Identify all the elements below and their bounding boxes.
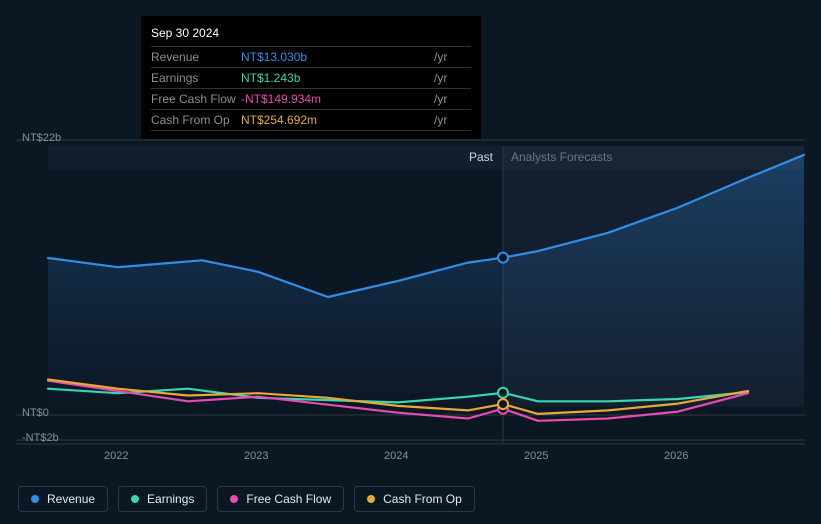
section-label-past: Past <box>469 150 493 164</box>
tooltip-row: EarningsNT$1.243b/yr <box>151 68 471 89</box>
x-axis-label: 2023 <box>244 450 268 462</box>
legend-item-revenue[interactable]: Revenue <box>18 486 108 512</box>
tooltip-row-label: Free Cash Flow <box>151 89 241 110</box>
tooltip-row-value: NT$1.243b <box>241 68 430 89</box>
tooltip-row-per: /yr <box>430 47 471 68</box>
legend-label: Free Cash Flow <box>246 492 331 506</box>
legend-label: Earnings <box>147 492 194 506</box>
y-axis-label: NT$0 <box>22 407 49 419</box>
tooltip-table: RevenueNT$13.030b/yrEarningsNT$1.243b/yr… <box>151 47 471 131</box>
x-axis-label: 2025 <box>524 450 548 462</box>
tooltip-row-value: NT$254.692m <box>241 110 430 131</box>
legend-item-cfo[interactable]: Cash From Op <box>354 486 475 512</box>
legend-dot-icon <box>31 495 39 503</box>
tooltip-row-label: Earnings <box>151 68 241 89</box>
y-axis-label: -NT$2b <box>22 432 59 444</box>
legend-dot-icon <box>367 495 375 503</box>
tooltip-row-label: Revenue <box>151 47 241 68</box>
legend-label: Cash From Op <box>383 492 462 506</box>
x-axis-label: 2022 <box>104 450 128 462</box>
x-axis-label: 2024 <box>384 450 408 462</box>
tooltip-row-value: NT$13.030b <box>241 47 430 68</box>
chart-tooltip: Sep 30 2024 RevenueNT$13.030b/yrEarnings… <box>141 16 481 139</box>
legend-label: Revenue <box>47 492 95 506</box>
chart-legend: Revenue Earnings Free Cash Flow Cash From O… <box>18 486 475 512</box>
tooltip-row-value: -NT$149.934m <box>241 89 430 110</box>
legend-dot-icon <box>230 495 238 503</box>
tooltip-row-label: Cash From Op <box>151 110 241 131</box>
tooltip-row: Cash From OpNT$254.692m/yr <box>151 110 471 131</box>
legend-item-earnings[interactable]: Earnings <box>118 486 207 512</box>
legend-dot-icon <box>131 495 139 503</box>
tooltip-row-per: /yr <box>430 68 471 89</box>
tooltip-row-per: /yr <box>430 110 471 131</box>
tooltip-row: Free Cash Flow-NT$149.934m/yr <box>151 89 471 110</box>
x-axis-label: 2026 <box>664 450 688 462</box>
legend-item-fcf[interactable]: Free Cash Flow <box>217 486 344 512</box>
section-label-forecast: Analysts Forecasts <box>511 150 612 164</box>
tooltip-date: Sep 30 2024 <box>151 22 471 47</box>
y-axis-label: NT$22b <box>22 132 61 144</box>
tooltip-row: RevenueNT$13.030b/yr <box>151 47 471 68</box>
tooltip-row-per: /yr <box>430 89 471 110</box>
